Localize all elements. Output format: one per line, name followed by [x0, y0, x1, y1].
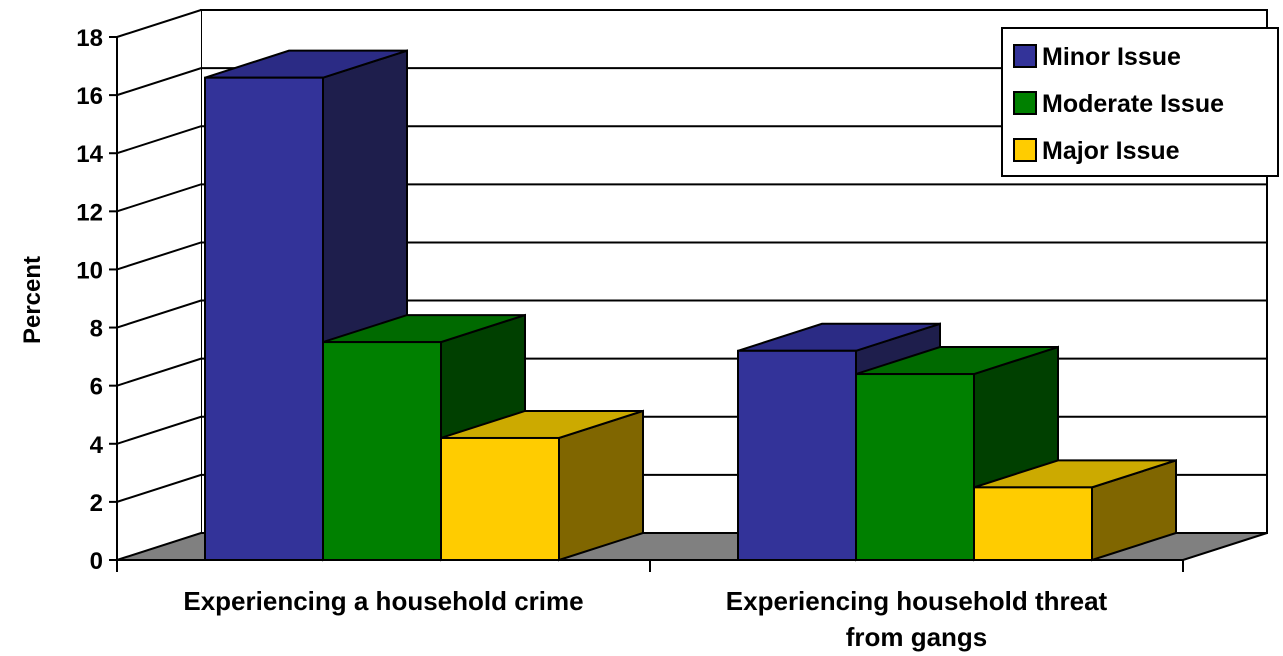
legend-swatch — [1013, 44, 1037, 68]
bar-major-issue-2 — [973, 458, 1177, 562]
bar-front — [204, 76, 324, 562]
legend-label: Minor Issue — [1042, 43, 1181, 71]
gridlines — [116, 9, 1267, 503]
x-category-label-line: Experiencing household threat — [726, 586, 1108, 616]
x-category-label-line: from gangs — [846, 622, 988, 652]
gridline — [116, 299, 1267, 329]
bar-front — [440, 436, 560, 562]
legend-label: Moderate Issue — [1042, 90, 1224, 118]
y-tick-label: 6 — [90, 374, 103, 401]
y-axis-ticks: 0 2 4 6 8 10 12 14 16 18 — [76, 25, 117, 575]
y-tick-label: 18 — [76, 25, 103, 52]
gridline — [116, 241, 1267, 271]
legend-label: Major Issue — [1042, 137, 1180, 165]
gridline — [116, 9, 1267, 38]
y-tick-label: 4 — [90, 432, 104, 459]
gridline — [116, 183, 1267, 213]
legend: Minor Issue Moderate Issue Major Issue — [1001, 27, 1279, 177]
y-tick-label: 8 — [90, 316, 103, 343]
y-tick-label: 14 — [76, 141, 103, 168]
y-tick-label: 0 — [90, 548, 103, 575]
bar-major-issue-1 — [440, 409, 644, 562]
legend-item-minor-issue: Minor Issue — [1013, 43, 1181, 71]
x-category-label: Experiencing household threat from gangs — [726, 586, 1108, 652]
gridline — [116, 125, 1267, 155]
y-tick-label: 12 — [76, 199, 103, 226]
bar-front — [322, 341, 442, 562]
bar-front — [973, 486, 1093, 561]
side-wall — [117, 10, 201, 560]
y-axis-label: Percent — [19, 256, 46, 344]
x-category-label-line: Experiencing a household crime — [183, 586, 583, 616]
y-tick-label: 16 — [76, 83, 103, 110]
y-tick-label: 2 — [90, 490, 103, 517]
legend-swatch — [1013, 138, 1037, 162]
legend-item-major-issue: Major Issue — [1013, 137, 1180, 165]
bar-moderate-issue-2 — [855, 345, 1059, 562]
legend-box — [1001, 27, 1279, 177]
legend-swatch — [1013, 91, 1037, 115]
x-axis-categories: Experiencing a household crime Experienci… — [183, 586, 1107, 652]
gridline — [116, 67, 1267, 97]
bar-front — [855, 373, 975, 561]
y-tick-label: 10 — [76, 257, 103, 284]
bars — [204, 49, 1177, 562]
bar-front — [737, 349, 857, 561]
x-category-label: Experiencing a household crime — [183, 586, 583, 616]
axes — [116, 37, 1184, 572]
legend-item-moderate-issue: Moderate Issue — [1013, 90, 1224, 118]
